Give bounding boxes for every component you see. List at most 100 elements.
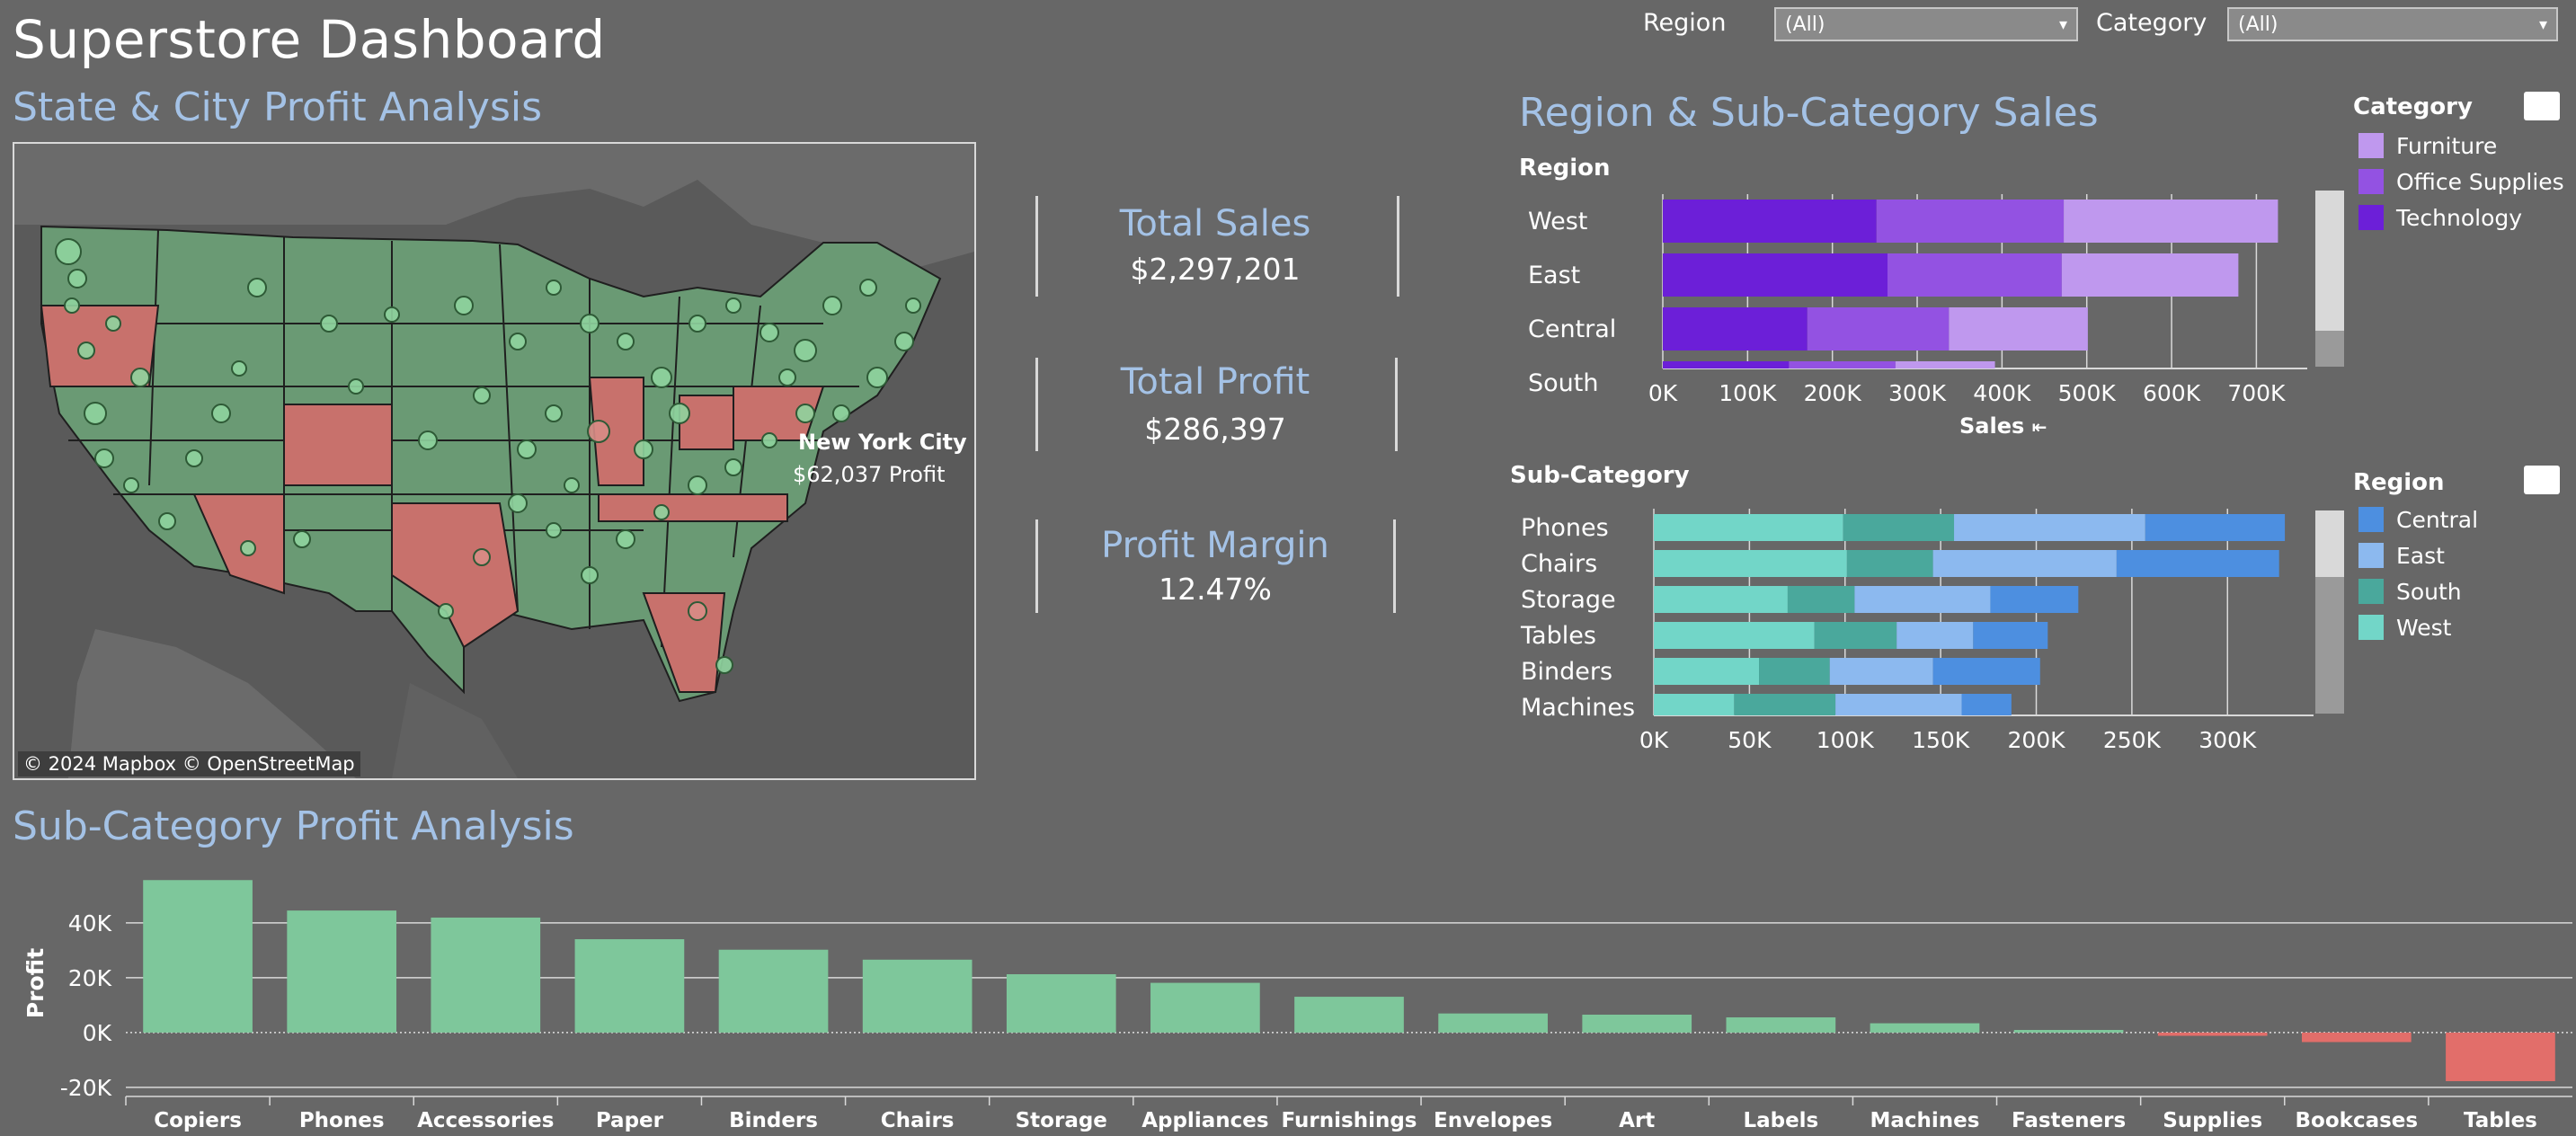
region-filter-select[interactable]: (All) ▾ [1774, 7, 2078, 41]
profit-bar [431, 917, 541, 1033]
x-tick-label: Machines [1870, 1109, 1979, 1132]
subcat-sales-chart[interactable]: 0K 50K 100K 150K 200K 250K 300K Phones Chairs Sto… [1510, 503, 2319, 764]
legend-item-east[interactable]: East [2358, 537, 2478, 573]
legend-item-furniture[interactable]: Furniture [2358, 128, 2564, 164]
sales-axis-label: Sales [1959, 413, 2025, 439]
region-sales-title: Region & Sub-Category Sales [1519, 90, 2099, 136]
region-scrollbar[interactable] [2315, 191, 2344, 367]
category-filter-value: (All) [2238, 13, 2278, 36]
subcat-scrollbar[interactable] [2315, 510, 2344, 714]
city-marker [669, 403, 690, 424]
profit-bar [2157, 1032, 2268, 1036]
legend-menu-button[interactable] [2524, 466, 2560, 494]
city-marker [64, 297, 80, 314]
bar-segment [1887, 253, 2062, 297]
subcat-scrollbar-thumb[interactable] [2315, 510, 2344, 577]
bar-segment [1932, 658, 2040, 685]
legend-label: West [2396, 614, 2452, 641]
city-marker [77, 342, 95, 359]
city-marker [859, 279, 877, 297]
x-tick-label: Supplies [2163, 1109, 2262, 1132]
kpi-divider [1397, 196, 1399, 297]
city-marker [617, 333, 635, 351]
legend-menu-button[interactable] [2524, 92, 2560, 120]
legend-item-central[interactable]: Central [2358, 501, 2478, 537]
legend-item-west[interactable]: West [2358, 609, 2478, 645]
x-tick-label: Accessories [417, 1109, 554, 1132]
row-label: East [1528, 262, 1580, 289]
x-tick-label: 600K [2143, 380, 2201, 406]
y-tick-label: 20K [68, 965, 112, 991]
kpi-divider [1035, 358, 1038, 451]
kpi-divider [1395, 358, 1398, 451]
city-marker [438, 603, 454, 619]
city-marker [348, 378, 364, 395]
bar-segment [1846, 550, 1933, 577]
bar-segment [2061, 253, 2239, 297]
row-label: Tables [1520, 622, 1596, 650]
legend-item-technology[interactable]: Technology [2358, 200, 2564, 235]
city-marker [688, 601, 707, 621]
region-sales-chart[interactable]: 0K 100K 200K 300K 400K 500K 600K 700K West East Ce… [1510, 180, 2319, 440]
city-marker [725, 297, 742, 314]
city-marker [866, 367, 888, 388]
kpi-profit-margin-title: Profit Margin [1101, 525, 1329, 566]
x-tick-label: 200K [1804, 380, 1862, 406]
x-tick-label: Labels [1743, 1109, 1818, 1132]
category-filter-select[interactable]: (All) ▾ [2227, 7, 2558, 41]
region-row-header: Region [1519, 155, 1611, 182]
bar-segment [1843, 514, 1955, 541]
bar-segment [1789, 361, 1896, 368]
kpi-profit-margin-value: 12.47% [1159, 572, 1272, 607]
map-section-title: State & City Profit Analysis [13, 84, 543, 130]
bar-segment [1896, 622, 1974, 649]
bar-segment [1961, 694, 2012, 715]
profit-bar [2446, 1032, 2555, 1081]
x-tick-label: 200K [2007, 727, 2065, 753]
subcategory-profit-chart[interactable]: -20K 0K 20K 40K Profit Copiers Phones Accessori… [0, 863, 2576, 1136]
city-marker [293, 530, 311, 548]
profit-bar [718, 949, 829, 1033]
profit-bar [1438, 1013, 1548, 1033]
bar-segment [1654, 514, 1843, 541]
legend-swatch [2358, 133, 2384, 158]
row-label: Chairs [1521, 550, 1597, 578]
bar-segment [1932, 550, 2117, 577]
sort-icon[interactable]: ⇤ [2031, 416, 2047, 438]
profit-bar [1726, 1016, 1836, 1033]
x-tick-label: 500K [2058, 380, 2117, 406]
x-tick-label: Bookcases [2296, 1109, 2419, 1132]
y-axis-label: Profit [22, 948, 49, 1018]
city-marker [105, 315, 121, 332]
profit-bar [143, 880, 253, 1033]
legend-item-office-supplies[interactable]: Office Supplies [2358, 164, 2564, 200]
city-marker [651, 367, 672, 388]
city-marker [794, 339, 817, 362]
bar-segment [1895, 361, 1995, 368]
bar-segment [1835, 694, 1962, 715]
map-canvas [14, 144, 974, 778]
city-marker [581, 566, 599, 584]
legend-item-south[interactable]: South [2358, 573, 2478, 609]
bar-segment [1829, 658, 1933, 685]
bar-segment [1734, 694, 1836, 715]
kpi-total-sales-title: Total Sales [1119, 203, 1311, 244]
x-tick-label: 150K [1912, 727, 1970, 753]
row-label: Binders [1521, 658, 1612, 686]
x-tick-label: Binders [729, 1109, 818, 1132]
y-tick-label: -20K [60, 1075, 112, 1101]
map-credit[interactable]: © 2024 Mapbox © OpenStreetMap [18, 751, 360, 777]
city-marker [185, 449, 203, 467]
region-scrollbar-thumb[interactable] [2315, 191, 2344, 331]
x-tick-label: 0K [1639, 727, 1669, 753]
legend-label: East [2396, 542, 2445, 569]
city-marker [546, 522, 562, 538]
city-marker [123, 477, 139, 493]
bar-segment [1807, 307, 1950, 351]
profit-map[interactable]: New York City $62,037 Profit © 2024 Mapb… [13, 142, 976, 780]
legend-swatch [2358, 615, 2384, 640]
city-marker [508, 493, 528, 513]
x-tick-label: Tables [2464, 1109, 2537, 1132]
city-marker [580, 314, 600, 333]
x-tick-label: 250K [2103, 727, 2162, 753]
